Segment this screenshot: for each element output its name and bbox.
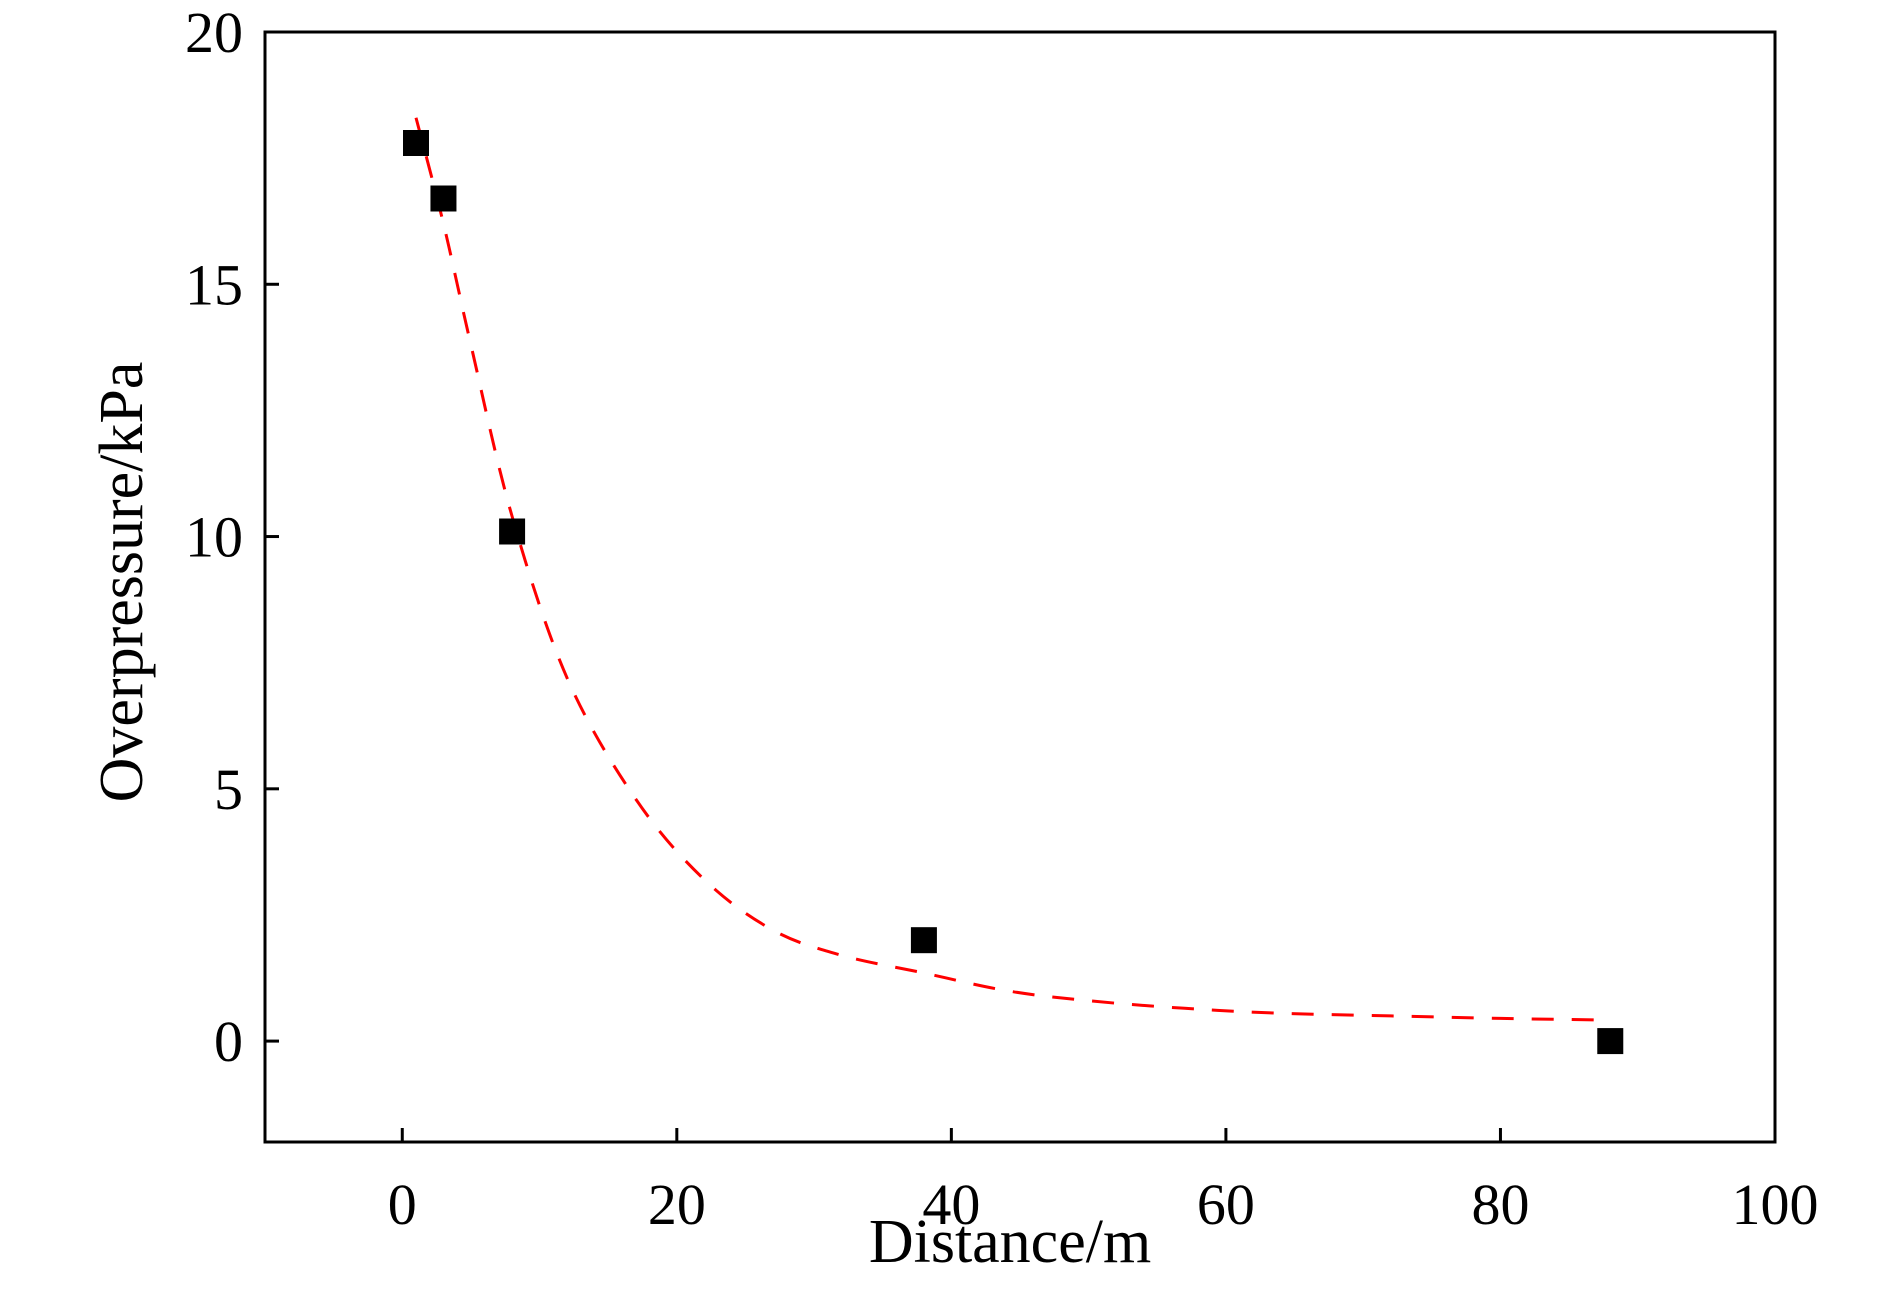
x-tick-label: 40 xyxy=(922,1172,980,1237)
y-tick-label: 0 xyxy=(214,1009,243,1074)
fit-curve-layer xyxy=(414,117,1597,1022)
x-tick-label: 20 xyxy=(648,1172,706,1237)
x-tick-label: 100 xyxy=(1732,1172,1819,1237)
y-axis-label: Overpressure/kPa xyxy=(88,362,156,803)
data-point-square xyxy=(403,130,429,156)
data-point-square xyxy=(430,185,457,212)
data-point-square xyxy=(1597,1028,1624,1055)
fit-curve-line xyxy=(414,117,1597,1022)
y-tick-label: 5 xyxy=(214,757,243,822)
x-tick-label: 60 xyxy=(1197,1172,1255,1237)
x-tick-label: 80 xyxy=(1471,1172,1529,1237)
y-tick-label: 20 xyxy=(185,0,243,65)
data-point-square xyxy=(910,927,937,954)
data-point-square xyxy=(499,518,526,545)
ticks-layer: 0 20 40 60 80 100 0 5 10 15 20 xyxy=(185,0,1819,1237)
plot-frame xyxy=(263,30,1777,1144)
x-tick-label: 0 xyxy=(388,1172,417,1237)
y-tick-label: 15 xyxy=(185,252,243,317)
plot-area-border xyxy=(263,30,1777,1144)
x-axis-label: Distance/m xyxy=(869,1208,1151,1276)
data-points-layer xyxy=(403,130,1624,1055)
y-tick-label: 10 xyxy=(185,505,243,570)
